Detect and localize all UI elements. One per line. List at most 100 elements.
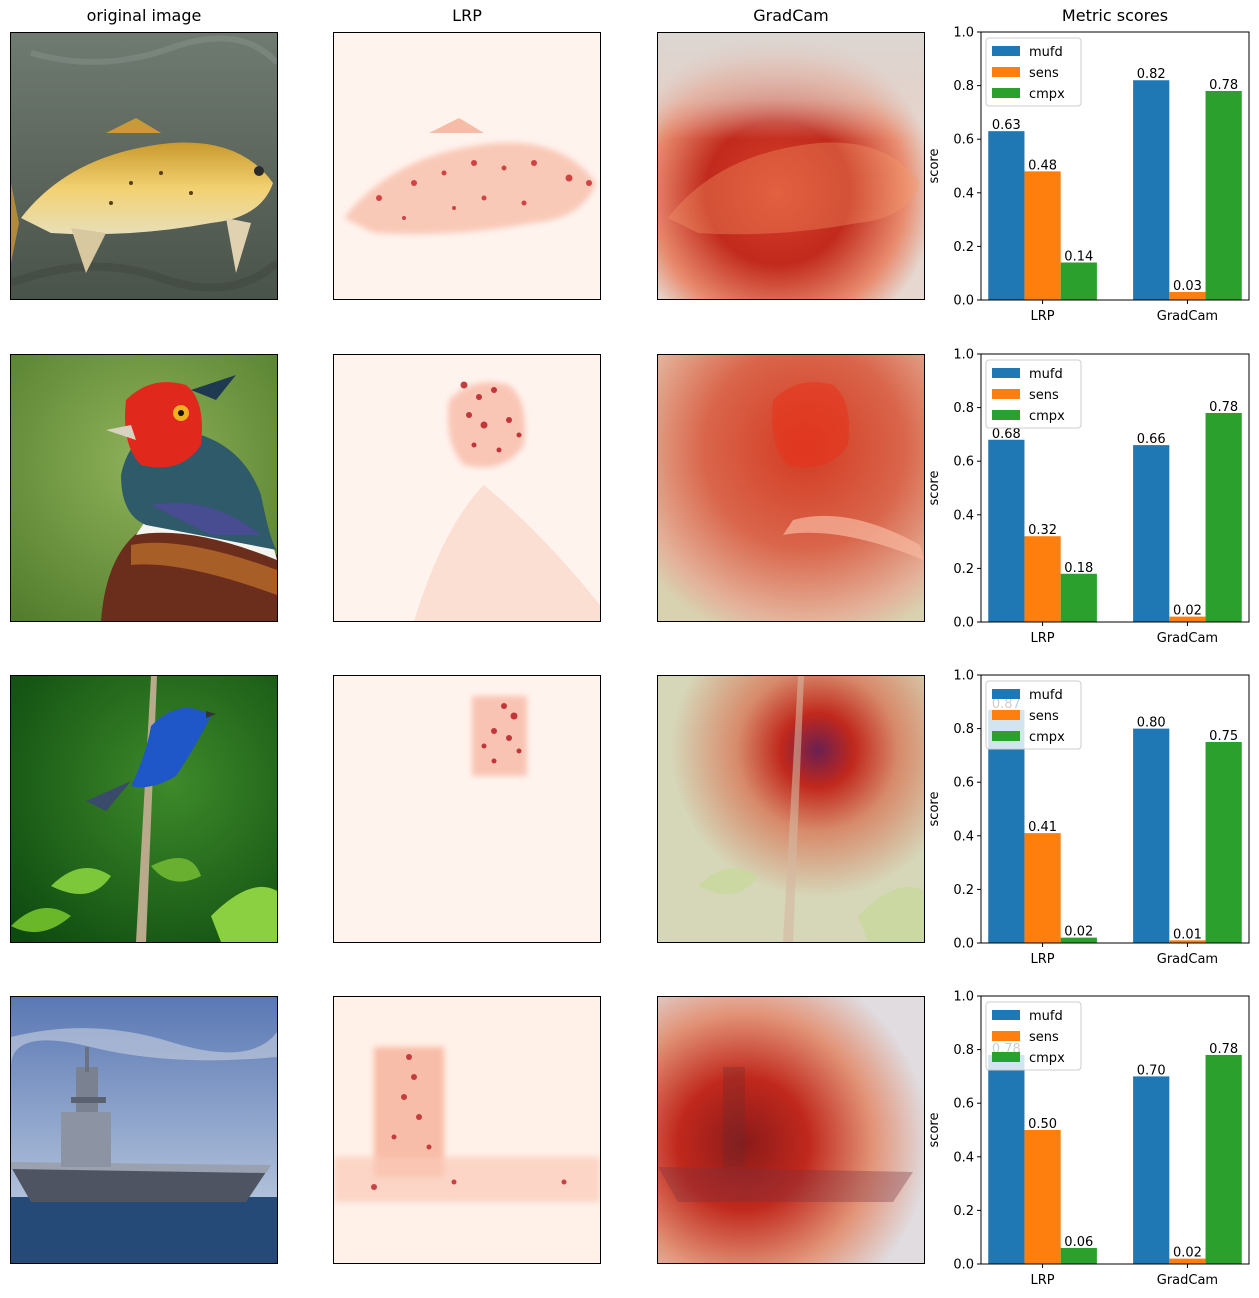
bar-value-label: 0.78 [1209, 1042, 1238, 1057]
legend-swatch-sens [992, 1031, 1020, 1041]
legend-label-cmpx: cmpx [1029, 409, 1065, 424]
legend-swatch-mufd [992, 46, 1020, 56]
legend-label-cmpx: cmpx [1029, 730, 1065, 745]
y-tick-label: 0.2 [953, 240, 974, 255]
y-tick-label: 0.4 [953, 508, 974, 523]
legend-label-sens: sens [1029, 66, 1059, 81]
bar-mufd-GradCam [1133, 728, 1170, 943]
original-image-fish [10, 32, 278, 300]
x-tick-label: GradCam [1157, 1273, 1218, 1288]
gradcam-heatmap-ship [657, 996, 925, 1264]
bar-cmpx-LRP [1060, 937, 1097, 943]
bar-value-label: 0.66 [1137, 432, 1166, 447]
y-axis-label: score [927, 792, 942, 827]
x-tick-label: LRP [1031, 309, 1055, 324]
y-tick-label: 1.0 [953, 348, 974, 363]
y-tick-label: 0.2 [953, 1204, 974, 1219]
plot-frame [980, 31, 1250, 301]
bar-cmpx-GradCam [1205, 1054, 1242, 1264]
bar-sens-GradCam [1169, 616, 1206, 622]
bar-mufd-GradCam [1133, 445, 1170, 622]
legend: mufd sens cmpx [985, 359, 1082, 429]
legend-swatch-cmpx [992, 731, 1020, 741]
bluebird-icon [11, 676, 277, 942]
ship-icon [11, 997, 277, 1263]
legend: mufd sens cmpx [985, 680, 1082, 750]
y-axis-label: score [927, 149, 942, 184]
original-image-bluebird [10, 675, 278, 943]
bar-value-label: 0.82 [1137, 67, 1166, 82]
bar-value-label: 0.14 [1064, 249, 1093, 264]
legend-swatch-cmpx [992, 1052, 1020, 1062]
bar-value-label: 0.68 [992, 427, 1021, 442]
column-title-metric-scores: Metric scores [1061, 6, 1169, 25]
y-tick-label: 0.0 [953, 937, 974, 952]
bar-value-label: 0.03 [1173, 279, 1202, 294]
bar-value-label: 0.41 [1028, 820, 1057, 835]
legend-swatch-mufd [992, 689, 1020, 699]
bar-cmpx-LRP [1060, 262, 1097, 300]
y-tick-label: 0.8 [953, 79, 974, 94]
y-tick-label: 0.4 [953, 1150, 974, 1165]
legend-label-mufd: mufd [1029, 688, 1063, 703]
bar-sens-LRP [1024, 1130, 1061, 1264]
y-tick-label: 0.6 [953, 455, 974, 470]
x-tick-label: LRP [1031, 952, 1055, 967]
bar-mufd-LRP [988, 1054, 1025, 1264]
legend-swatch-mufd [992, 368, 1020, 378]
y-axis-label: score [927, 1113, 942, 1148]
legend-swatch-sens [992, 710, 1020, 720]
bar-sens-GradCam [1169, 291, 1206, 300]
lrp-heatmap-fish [333, 32, 601, 300]
fish-icon [11, 33, 277, 299]
x-tick-label: LRP [1031, 631, 1055, 646]
legend-swatch-sens [992, 67, 1020, 77]
bar-value-label: 0.78 [1209, 78, 1238, 93]
bar-value-label: 0.50 [1028, 1117, 1057, 1132]
bar-cmpx-GradCam [1205, 90, 1242, 301]
gradcam-heatmap-fish [657, 32, 925, 300]
bar-value-label: 0.48 [1028, 158, 1057, 173]
bar-sens-LRP [1024, 171, 1061, 300]
legend-label-cmpx: cmpx [1029, 87, 1065, 102]
bar-cmpx-GradCam [1205, 742, 1242, 943]
metric-chart-row-4: 0.780.700.500.020.060.780.00.20.40.60.81… [927, 990, 1250, 1288]
bar-sens-GradCam [1169, 1258, 1206, 1264]
plot-frame [980, 353, 1250, 623]
bar-value-label: 0.01 [1173, 927, 1202, 942]
y-tick-label: 0.4 [953, 186, 974, 201]
legend-label-mufd: mufd [1029, 367, 1063, 382]
plot-frame [980, 995, 1250, 1265]
legend-label-sens: sens [1029, 709, 1059, 724]
y-tick-label: 0.2 [953, 562, 974, 577]
y-tick-label: 0.0 [953, 616, 974, 631]
legend-swatch-mufd [992, 1010, 1020, 1020]
bar-value-label: 0.06 [1064, 1235, 1093, 1250]
bar-value-label: 0.70 [1137, 1063, 1166, 1078]
lrp-heatmap-ship [333, 996, 601, 1264]
y-tick-label: 1.0 [953, 990, 974, 1005]
y-tick-label: 0.6 [953, 776, 974, 791]
x-tick-label: LRP [1031, 1273, 1055, 1288]
bar-value-label: 0.02 [1064, 925, 1093, 940]
y-tick-label: 1.0 [953, 669, 974, 684]
plot-frame [980, 674, 1250, 944]
bar-value-label: 0.78 [1209, 400, 1238, 415]
legend-swatch-cmpx [992, 410, 1020, 420]
bar-value-label: 0.63 [992, 118, 1021, 133]
x-tick-label: GradCam [1157, 952, 1218, 967]
lrp-heatmap-bluebird [333, 675, 601, 943]
bar-value-label: 0.75 [1209, 729, 1238, 744]
y-tick-label: 0.6 [953, 1097, 974, 1112]
legend: mufd sens cmpx [985, 37, 1082, 107]
bar-sens-LRP [1024, 536, 1061, 622]
y-tick-label: 0.8 [953, 722, 974, 737]
legend-label-mufd: mufd [1029, 1009, 1063, 1024]
legend-label-sens: sens [1029, 388, 1059, 403]
y-tick-label: 0.4 [953, 829, 974, 844]
bar-sens-GradCam [1169, 940, 1206, 943]
original-image-pheasant [10, 354, 278, 622]
pheasant-icon [11, 355, 277, 621]
legend: mufd sens cmpx [985, 1001, 1082, 1071]
legend-swatch-cmpx [992, 88, 1020, 98]
